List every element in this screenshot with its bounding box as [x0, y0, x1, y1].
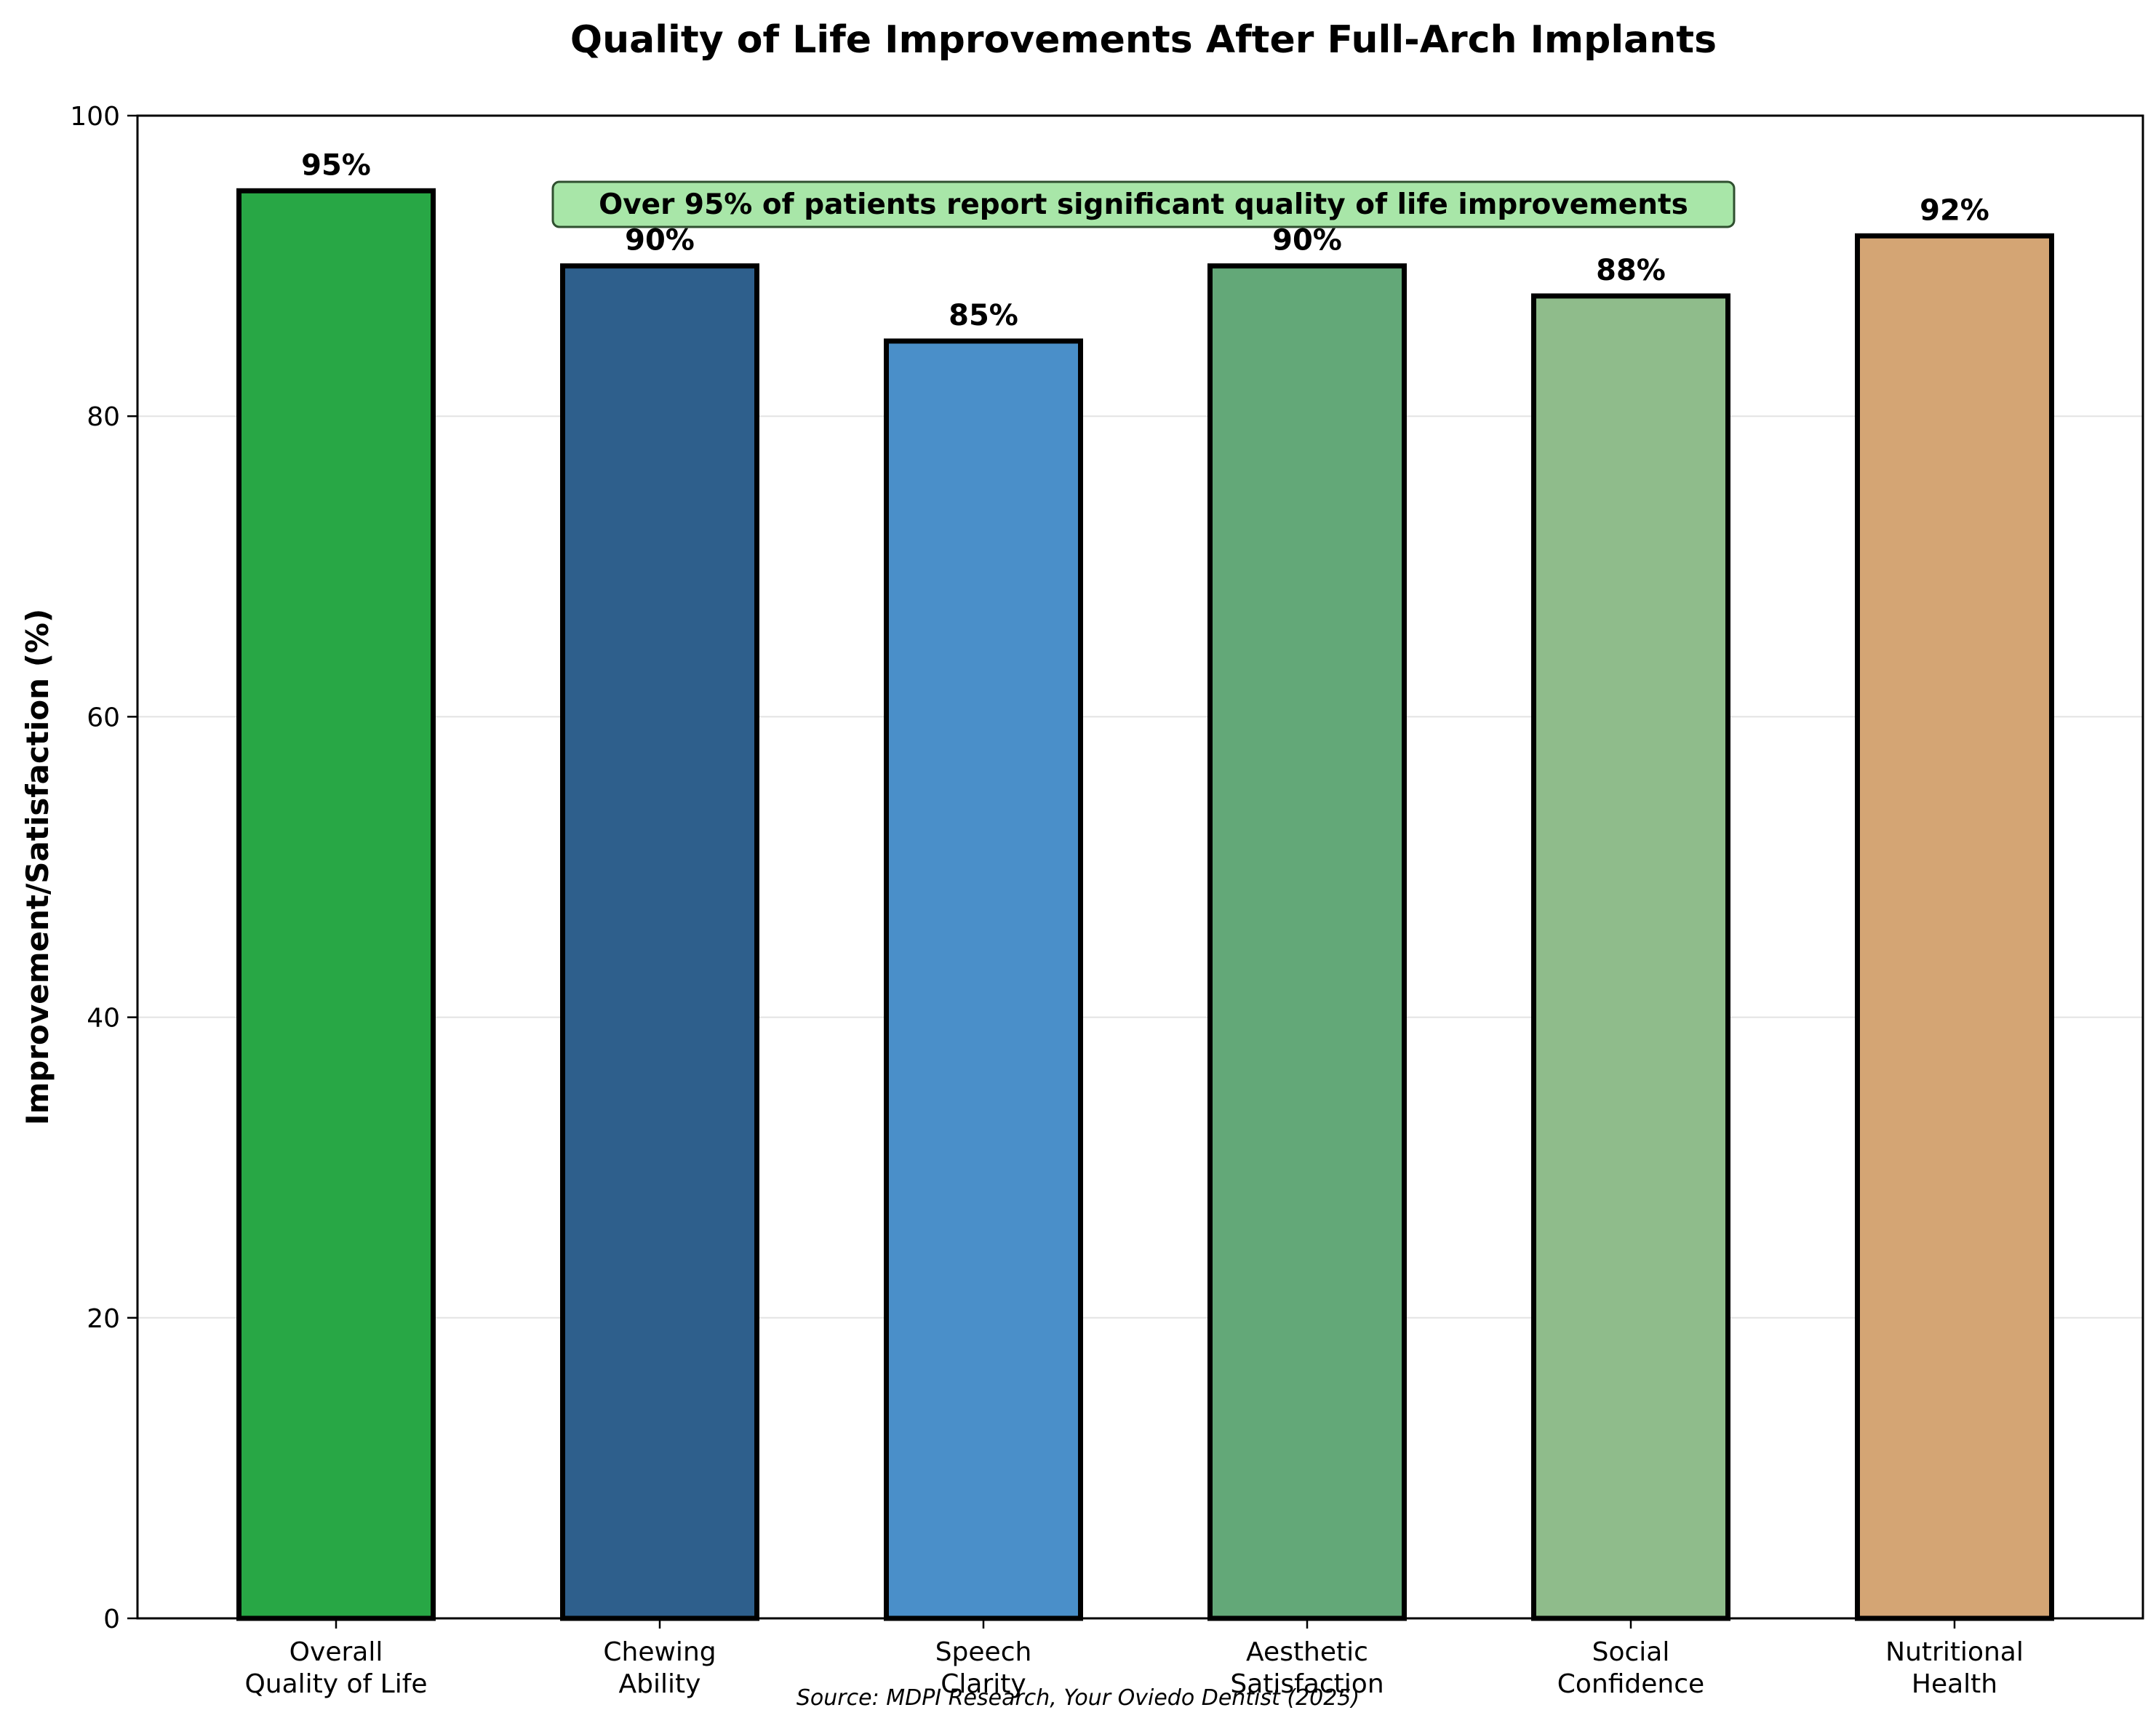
x-tick-label-4: Social Confidence: [1557, 1637, 1704, 1699]
axes: 0 20 40 60 80 100 Overall Quality of Life Chewin…: [70, 102, 2144, 1699]
x-tick-label-1: Chewing Ability: [603, 1637, 716, 1699]
gridlines: [137, 415, 2143, 1319]
annotation-text: Over 95% of patients report significant …: [599, 188, 1688, 221]
x-tick-label-5: Nutritional Health: [1885, 1637, 2024, 1699]
bar-0: [236, 188, 436, 1621]
bar-value-label-3: 90%: [1272, 224, 1342, 257]
bar-value-label-1: 90%: [625, 224, 695, 257]
bar-value-label-4: 88%: [1596, 254, 1666, 287]
bar-4: [1531, 293, 1730, 1621]
bar-3: [1207, 263, 1407, 1621]
bar-value-label-0: 95%: [301, 148, 371, 182]
y-tick-label-100: 100: [70, 102, 120, 132]
chart-title: Quality of Life Improvements After Full-…: [570, 18, 1717, 62]
x-tick-label-3: Aesthetic Satisfaction: [1230, 1637, 1384, 1699]
annotation-box: Over 95% of patients report significant …: [551, 180, 1736, 228]
plot-frame: [136, 114, 2144, 1620]
bar-value-label-2: 85%: [949, 299, 1018, 332]
y-tick-label-0: 0: [103, 1605, 120, 1634]
y-tick-label-60: 60: [87, 703, 120, 732]
y-tick-label-80: 80: [87, 402, 120, 432]
bar-value-label-5: 92%: [1920, 193, 1989, 227]
source-note: Source: MDPI Research, Your Oviedo Denti…: [796, 1685, 1360, 1711]
bars: 95% 90% 85% 90% 88% 92%: [236, 148, 2054, 1621]
bar-2: [884, 338, 1083, 1621]
y-tick-label-20: 20: [87, 1304, 120, 1334]
annotation-background: [551, 180, 1736, 228]
x-tick-label-0: Overall Quality of Life: [244, 1637, 427, 1699]
y-tick-label-40: 40: [87, 1004, 120, 1034]
y-axis-label: Improvement/Satisfaction (%): [20, 609, 55, 1125]
bar-1: [560, 263, 759, 1621]
x-tick-label-2: Speech Clarity: [935, 1637, 1032, 1699]
bar-5: [1855, 233, 2054, 1621]
